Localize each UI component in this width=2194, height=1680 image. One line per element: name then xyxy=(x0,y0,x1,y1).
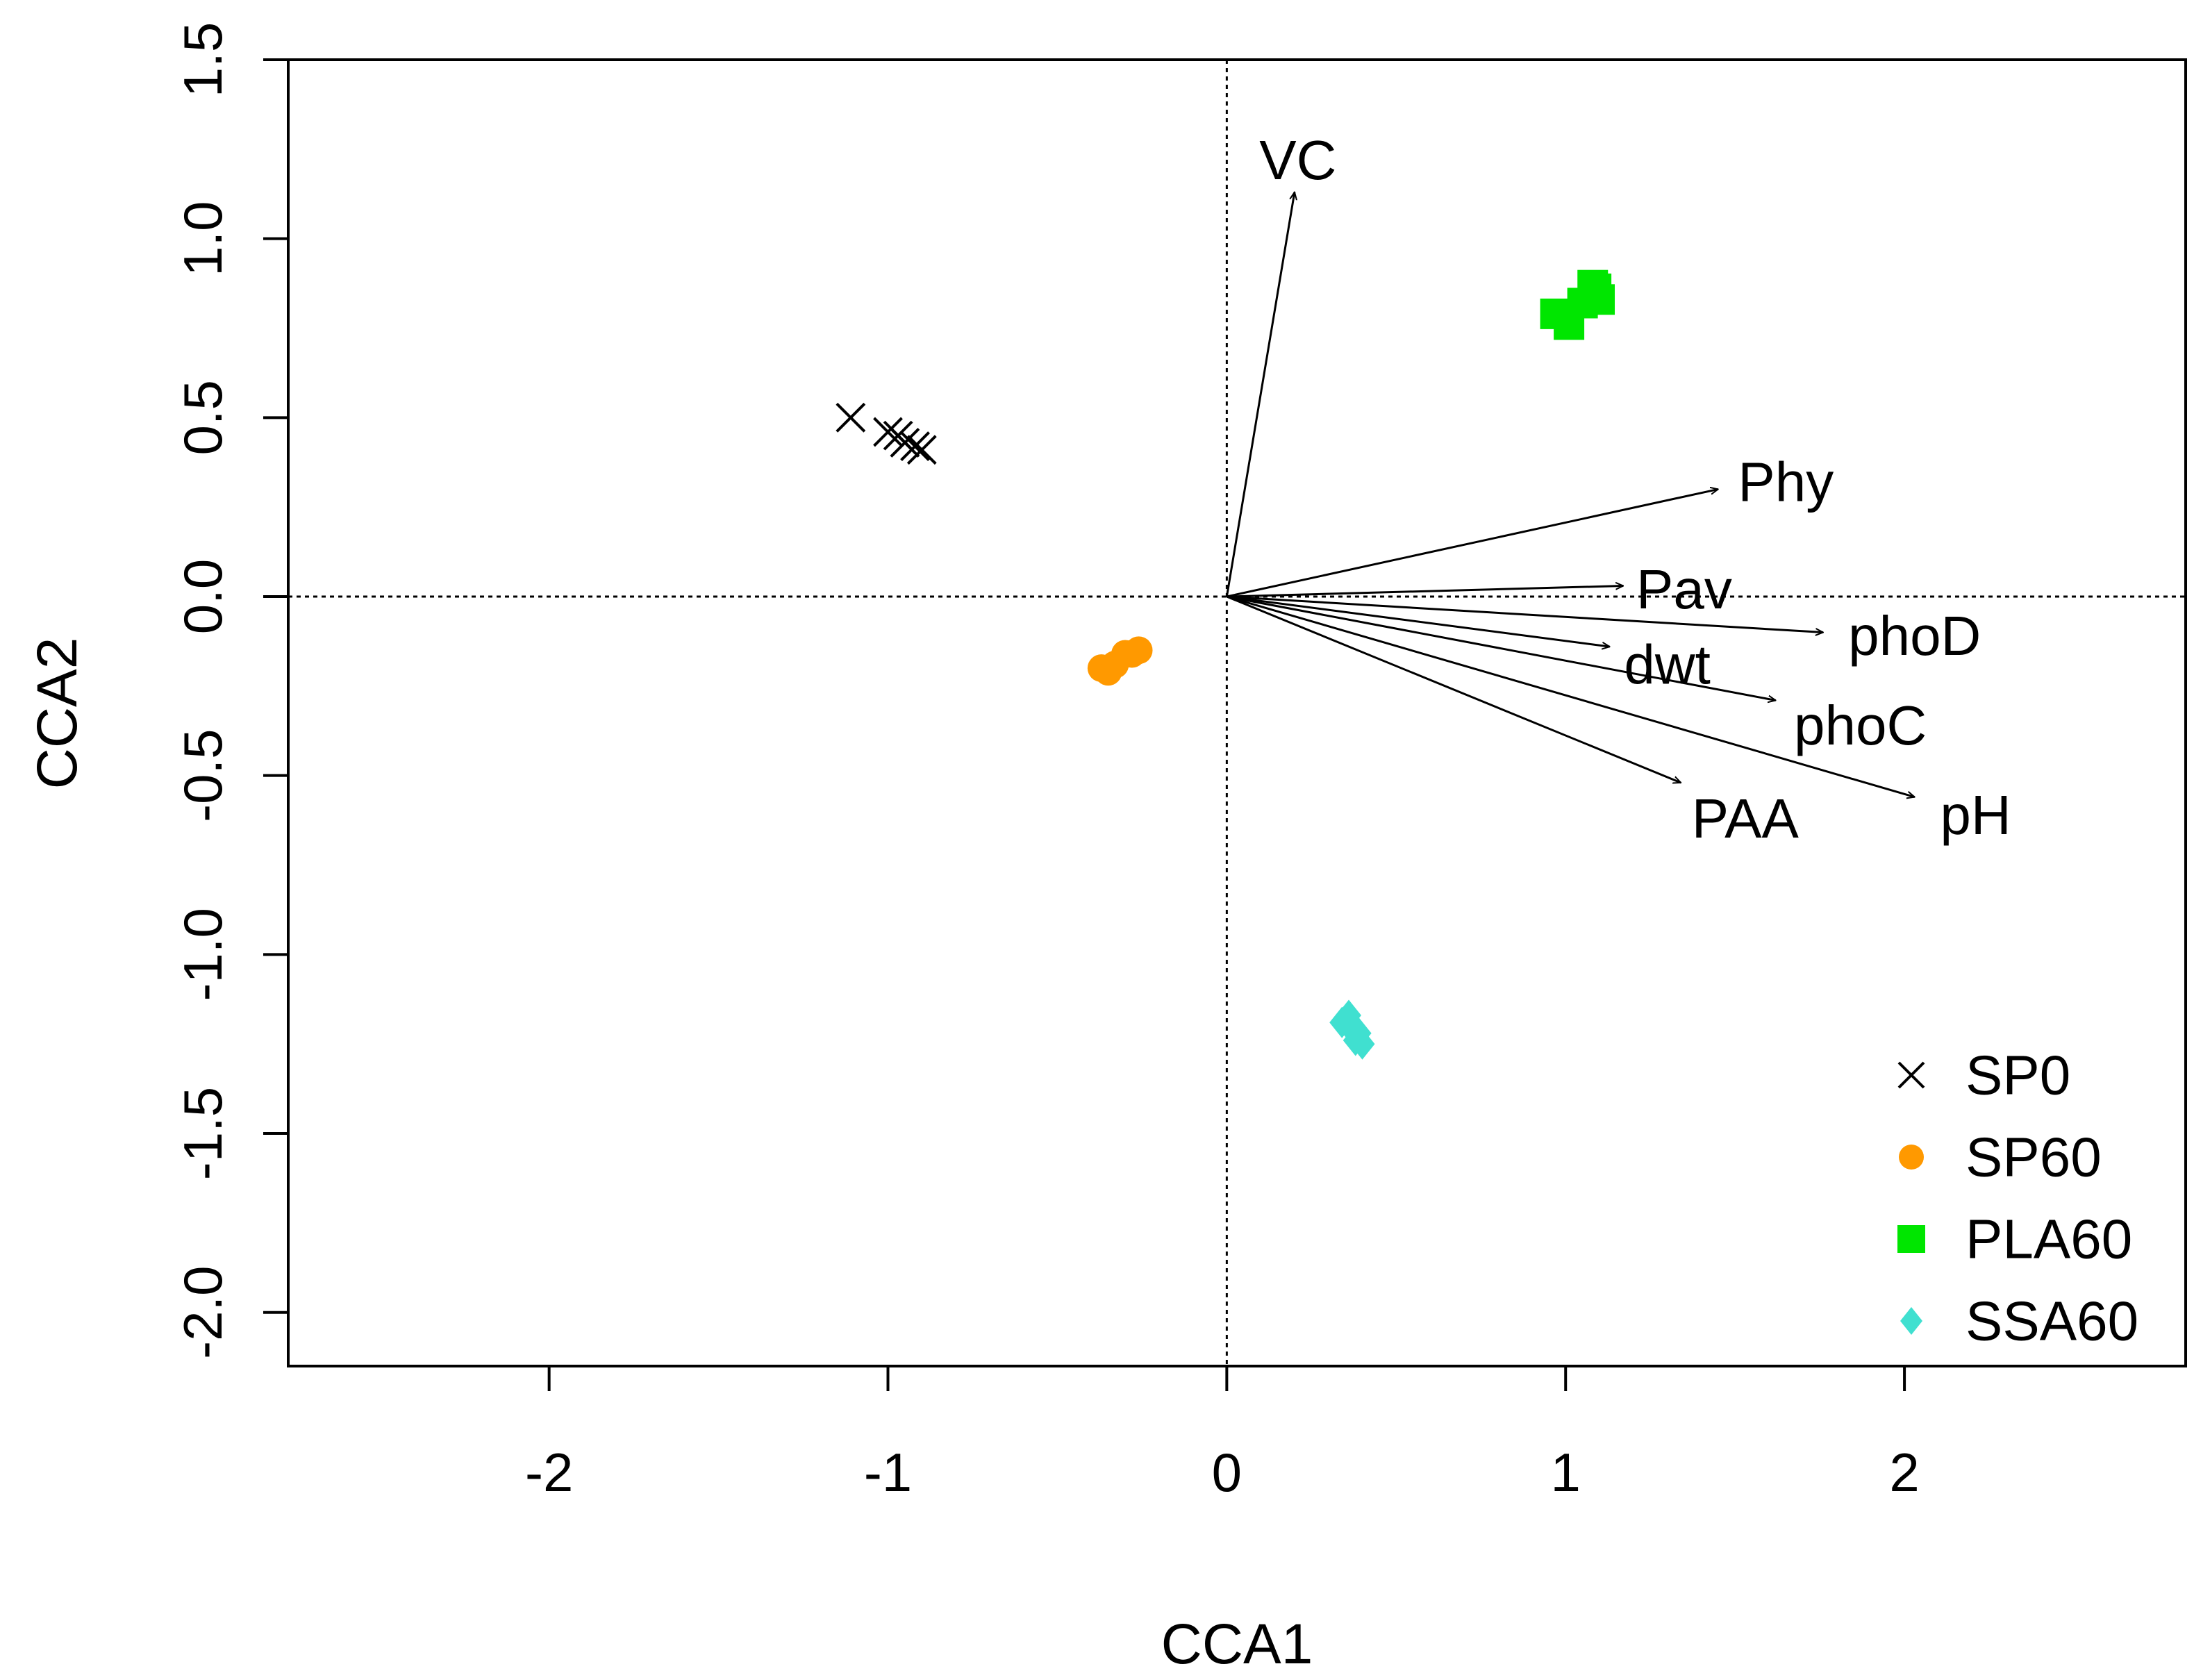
vector-arrow xyxy=(1227,595,1775,700)
point-sp0 xyxy=(900,431,930,461)
y-tick-label: -1.5 xyxy=(172,1087,233,1180)
point-sp0 xyxy=(836,402,866,433)
legend: SP0 SP60 PLA60 SSA60 xyxy=(1897,1045,2138,1352)
vector-arrow xyxy=(1227,489,1718,598)
x-tick-label: -2 xyxy=(525,1442,573,1503)
legend-swatch-pla60 xyxy=(1897,1225,1925,1253)
vector-label: pH xyxy=(1940,784,2011,846)
x-axis-title: CCA1 xyxy=(1161,1613,1313,1676)
y-tick-label: -2.0 xyxy=(172,1265,233,1358)
y-tick-label: 1.0 xyxy=(172,201,233,276)
vector-arrow xyxy=(1227,595,1609,647)
point-sp0 xyxy=(906,435,937,465)
scatter-points xyxy=(836,269,1615,1060)
y-tick-label: 1.5 xyxy=(172,22,233,97)
point-ssa60 xyxy=(1349,1028,1375,1060)
legend-swatch-ssa60 xyxy=(1900,1307,1922,1335)
vector-label: PAA xyxy=(1692,788,1800,849)
y-tick-label: -0.5 xyxy=(172,729,233,822)
vector-arrow xyxy=(1227,595,1823,633)
x-tick-label: -1 xyxy=(864,1442,912,1503)
vector-arrow xyxy=(1226,595,1681,783)
point-sp0 xyxy=(873,417,903,447)
vector-label: phoD xyxy=(1848,605,1981,667)
x-tick-label: 2 xyxy=(1889,1442,1919,1503)
x-tick-label: 0 xyxy=(1212,1442,1242,1503)
vector-label: VC xyxy=(1259,129,1336,191)
legend-label: PLA60 xyxy=(1966,1208,2132,1270)
point-sp0 xyxy=(890,428,920,458)
vector-label: Pav xyxy=(1636,558,1732,620)
legend-swatch-sp0 xyxy=(1897,1061,1925,1089)
y-tick-label: 0.5 xyxy=(172,380,233,455)
vector-arrow xyxy=(1226,595,1914,797)
x-tick-label: 1 xyxy=(1551,1442,1581,1503)
axes: -2 -1 0 1 2 -2.0 -1.5 -1.0 -0.5 0.0 0.5 1.0 1.5 xyxy=(172,22,1920,1503)
vector-label: phoC xyxy=(1794,695,1927,756)
y-tick-label: 0.0 xyxy=(172,559,233,634)
legend-swatch-sp60 xyxy=(1899,1145,1924,1170)
y-axis-title: CCA2 xyxy=(26,638,89,790)
vector-arrow xyxy=(1225,192,1295,597)
vector-label: Phy xyxy=(1738,451,1834,513)
legend-label: SP0 xyxy=(1966,1045,2070,1106)
y-tick-label: -1.0 xyxy=(172,908,233,1001)
legend-label: SP60 xyxy=(1966,1126,2102,1188)
point-pla60 xyxy=(1581,273,1612,304)
point-sp60 xyxy=(1124,636,1153,665)
vector-arrow xyxy=(1227,586,1623,598)
reference-lines xyxy=(288,60,2186,1366)
legend-label: SSA60 xyxy=(1966,1290,2138,1352)
